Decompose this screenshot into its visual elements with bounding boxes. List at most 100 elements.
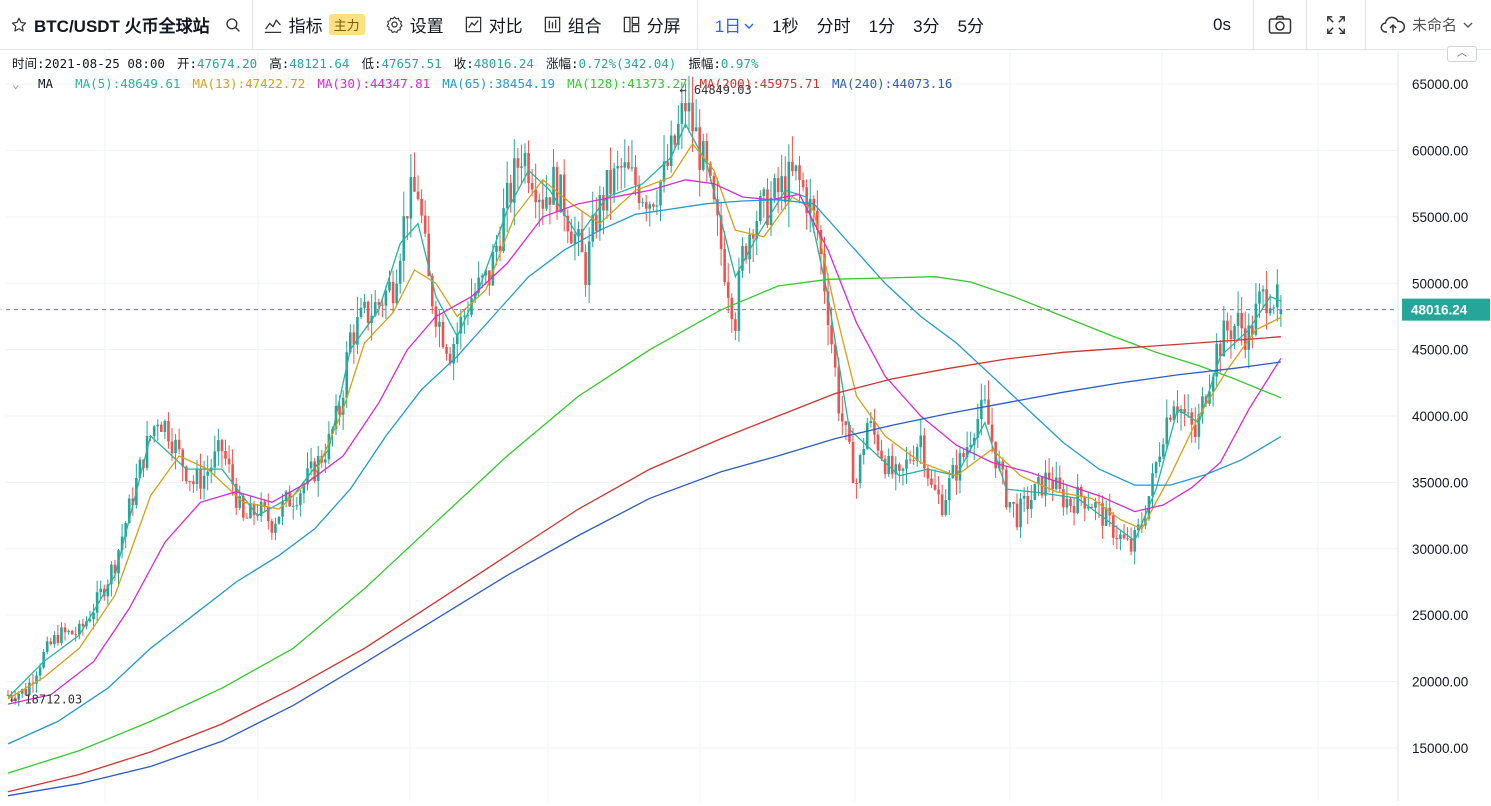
candle-up <box>238 496 242 508</box>
candle-down <box>199 468 202 489</box>
candle-up <box>348 332 352 353</box>
candle-down <box>816 210 819 230</box>
candle-down <box>266 507 270 522</box>
candle-down <box>823 253 826 292</box>
candle-down <box>313 461 316 482</box>
candle-down <box>848 424 851 442</box>
candle-up <box>1161 444 1165 457</box>
candle-up <box>623 162 627 168</box>
price-tick-label: 20000.00 <box>1412 675 1468 690</box>
candle-down <box>113 564 117 574</box>
candle-down <box>131 498 135 506</box>
interval-1s[interactable]: 1秒 <box>772 17 799 36</box>
candle-up <box>309 461 313 469</box>
interval-3m[interactable]: 3分 <box>913 17 940 36</box>
interval-1m[interactable]: 1分 <box>868 17 896 36</box>
combo-button[interactable]: 组合 <box>533 0 612 49</box>
candle-down <box>744 245 748 260</box>
toolbar-divider <box>1364 0 1366 50</box>
cloud-icon <box>1380 15 1406 35</box>
candle-up <box>1037 477 1040 484</box>
candle-up <box>669 135 673 166</box>
candle-down <box>1069 498 1072 506</box>
ma-line-ma128 <box>7 276 1282 774</box>
candle-down <box>74 634 78 636</box>
interval-timeshare[interactable]: 分时 <box>816 17 851 36</box>
candle-up <box>641 202 644 204</box>
candle-up <box>480 275 484 278</box>
candle-up <box>356 316 359 345</box>
indicators-button[interactable]: 指标 主力 <box>253 0 375 49</box>
candle-up <box>694 127 698 132</box>
ma-line-ma65 <box>7 199 1282 745</box>
candle-up <box>980 399 983 419</box>
candle-down <box>1026 495 1030 509</box>
main-badge[interactable]: 主力 <box>328 14 365 35</box>
candle-up <box>277 516 281 524</box>
candle-down <box>926 468 930 479</box>
candle-down <box>851 441 855 484</box>
screenshot-button[interactable] <box>1254 0 1306 49</box>
candle-up <box>1044 472 1047 496</box>
search-icon[interactable] <box>224 16 242 34</box>
candle-down <box>416 191 420 200</box>
candle-up <box>473 292 477 299</box>
candle-up <box>124 523 127 537</box>
candle-down <box>488 270 491 286</box>
split-button[interactable]: 分屏 <box>612 0 691 49</box>
candle-up <box>552 166 555 205</box>
candle-down <box>684 103 687 112</box>
candle-up <box>794 165 798 172</box>
candle-down <box>609 169 612 194</box>
candle-down <box>352 332 356 345</box>
fullscreen-button[interactable] <box>1307 0 1365 49</box>
candle-up <box>388 281 391 291</box>
candle-down <box>381 304 384 306</box>
candle-down <box>227 458 231 465</box>
candle-up <box>759 196 762 222</box>
candle-up <box>680 103 684 124</box>
candle-up <box>591 214 595 242</box>
candle-up <box>1119 534 1122 540</box>
interval-1d[interactable]: 1日 <box>706 0 763 49</box>
candle-down <box>751 234 755 239</box>
candle-down <box>584 252 587 286</box>
chart-pane[interactable]: 65000.00 60000.00 55000.00 50000.00 45000.00… <box>0 51 1491 801</box>
candle-up <box>1158 456 1161 463</box>
candle-up <box>402 216 406 261</box>
candle-down <box>873 421 876 435</box>
candle-up <box>217 440 220 452</box>
candle-down <box>56 635 60 643</box>
candle-up <box>259 501 263 516</box>
candle-down <box>170 441 174 454</box>
scale-collapse-button[interactable]: ︿ <box>1447 46 1477 62</box>
candle-up <box>78 623 81 635</box>
candle-down <box>220 440 224 452</box>
candle-up <box>969 444 972 448</box>
candle-up <box>1272 307 1276 309</box>
star-icon[interactable] <box>10 16 28 34</box>
candle-down <box>595 214 598 232</box>
candle-up <box>409 177 413 219</box>
candle-down <box>898 464 901 471</box>
candle-down <box>1226 320 1229 331</box>
candle-up <box>28 682 31 695</box>
candle-up <box>92 612 95 620</box>
symbol-button[interactable]: BTC/USDT 火币全球站 <box>0 0 252 49</box>
candle-up <box>359 307 363 317</box>
candle-up <box>787 161 791 203</box>
candle-down <box>188 481 192 483</box>
layout-save-button[interactable]: 未命名 <box>1366 0 1491 49</box>
price-chart[interactable]: 65000.00 60000.00 55000.00 50000.00 45000.00… <box>0 51 1491 801</box>
candle-down <box>1015 503 1019 528</box>
candle-down <box>498 245 502 251</box>
settings-button[interactable]: 设置 <box>375 0 454 49</box>
candle-down <box>933 484 937 490</box>
compare-button[interactable]: 对比 <box>454 0 533 49</box>
candle-up <box>95 592 99 613</box>
candle-up <box>398 260 402 284</box>
candle-down <box>530 183 534 190</box>
interval-5m[interactable]: 5分 <box>957 17 985 36</box>
split-label: 分屏 <box>646 17 681 36</box>
candle-up <box>459 316 463 334</box>
